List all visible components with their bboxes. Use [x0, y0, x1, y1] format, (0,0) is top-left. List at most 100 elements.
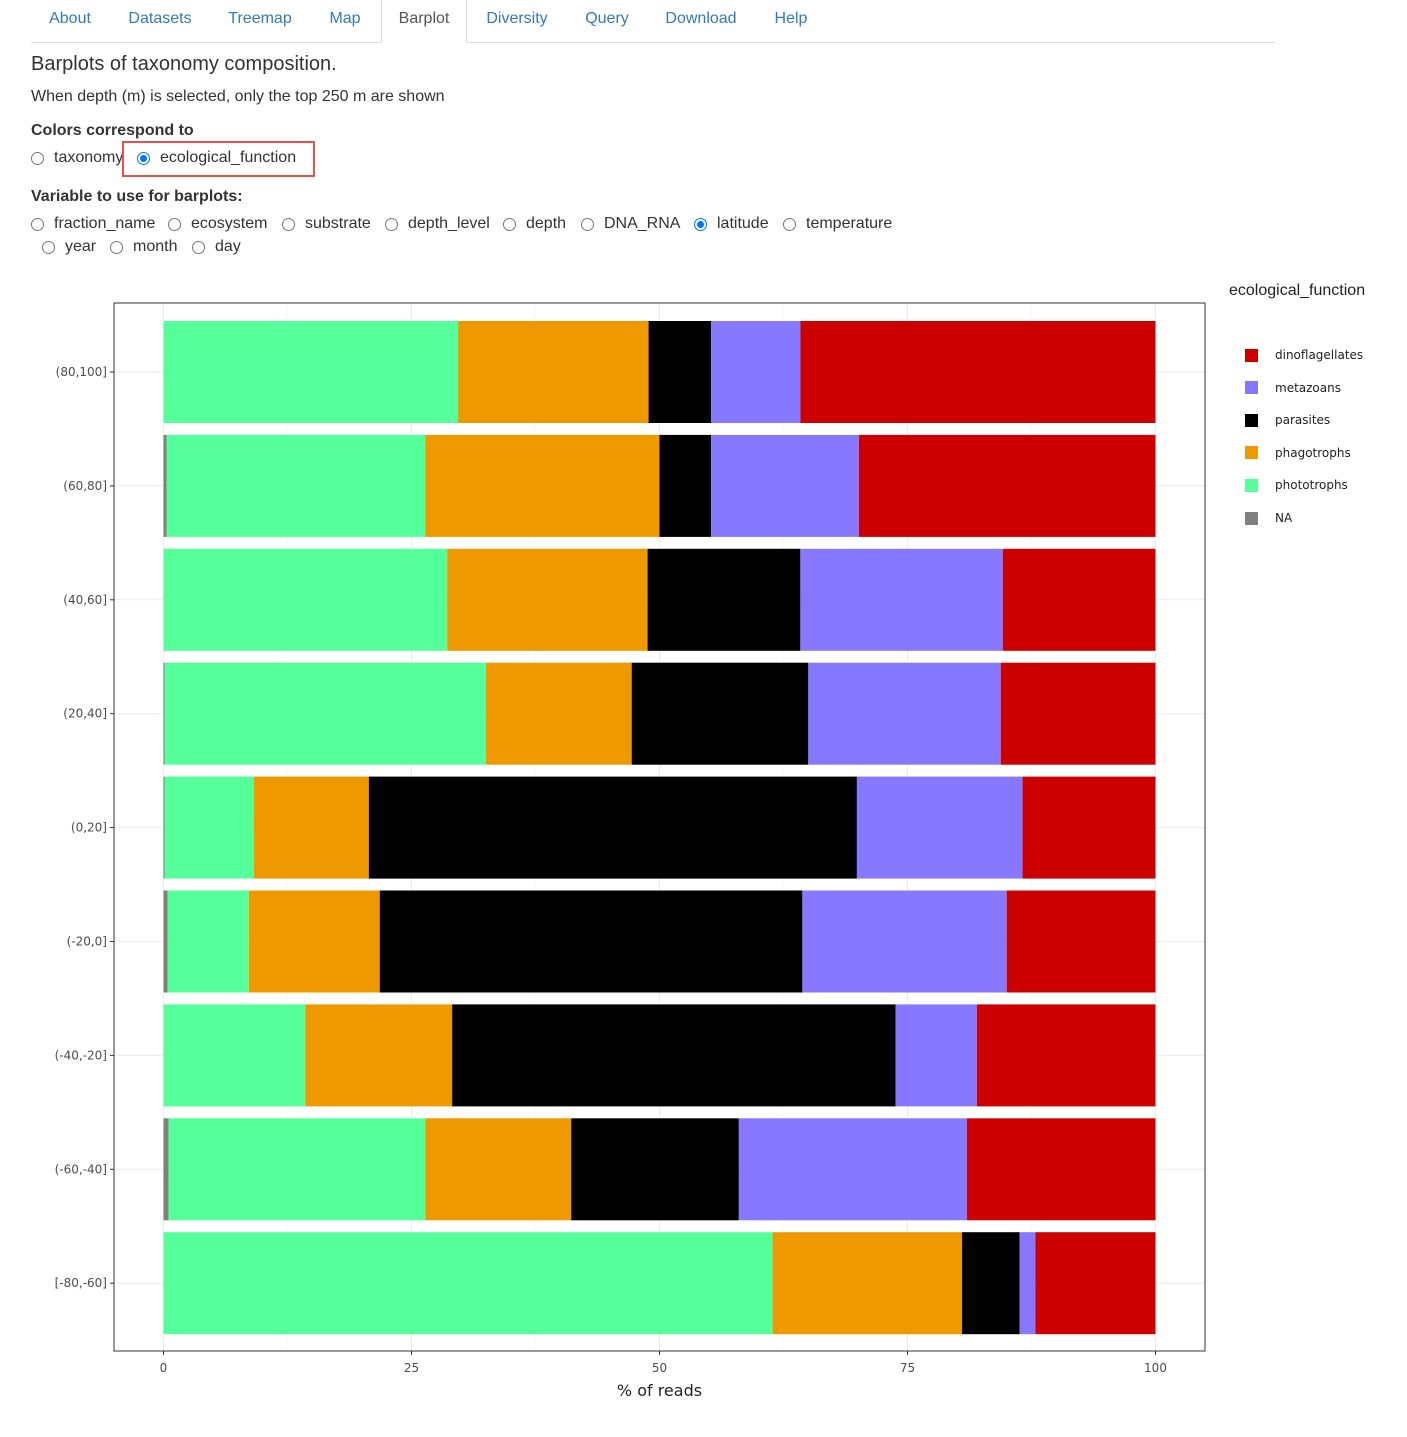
bar-metazoans-8 — [1019, 1232, 1036, 1335]
x-axis-label: % of reads — [617, 1381, 702, 1400]
radio-circle-icon[interactable] — [31, 217, 44, 231]
y-tick-label: (-20,0] — [67, 935, 107, 949]
bar-parasites-6 — [452, 1004, 896, 1107]
depth-note: When depth (m) is selected, only the top… — [31, 88, 445, 105]
bar-phagotrophs-4 — [253, 776, 369, 879]
bar-phagotrophs-8 — [772, 1232, 963, 1335]
variable-radio-day[interactable]: day — [192, 237, 241, 257]
tab-map[interactable]: Map — [329, 10, 361, 27]
x-tick-label: 50 — [652, 1361, 667, 1375]
bar-metazoans-5 — [802, 890, 1007, 993]
legend-item-parasites: parasites — [1245, 413, 1330, 427]
bar-metazoans-2 — [800, 548, 1003, 651]
variable-radio-substrate[interactable]: substrate — [282, 214, 371, 234]
bar-phototrophs-7 — [168, 1118, 426, 1221]
legend-label: phagotrophs — [1275, 445, 1351, 460]
radio-label: depth_level — [408, 215, 490, 232]
bar-dinoflagellates-0 — [800, 321, 1156, 423]
variable-radio-month[interactable]: month — [110, 237, 177, 257]
tab-help[interactable]: Help — [774, 10, 808, 27]
radio-circle-icon[interactable] — [581, 217, 594, 231]
legend-swatch — [1245, 446, 1258, 460]
radio-label: DNA_RNA — [604, 215, 681, 232]
radio-label: depth — [526, 215, 567, 232]
variable-radio-temperature[interactable]: temperature — [783, 214, 892, 234]
legend-label: parasites — [1275, 413, 1331, 428]
legend-swatch — [1245, 381, 1258, 395]
legend-swatch — [1245, 413, 1258, 427]
tab-datasets[interactable]: Datasets — [128, 10, 192, 27]
legend-label: phototrophs — [1275, 478, 1348, 493]
variable-radio-dna-rna[interactable]: DNA_RNA — [581, 214, 680, 234]
tab-barplot[interactable]: Barplot — [381, 0, 467, 43]
bar-metazoans-1 — [711, 434, 859, 537]
variable-radio-year[interactable]: year — [42, 237, 96, 257]
radio-label: year — [65, 238, 97, 255]
bar-phagotrophs-1 — [425, 434, 660, 537]
radio-label: taxonomy — [54, 149, 124, 166]
bar-na-7 — [163, 1118, 169, 1221]
radio-circle-icon[interactable] — [110, 240, 123, 254]
radio-label: month — [133, 238, 178, 255]
bar-dinoflagellates-3 — [1000, 662, 1156, 765]
bar-metazoans-3 — [808, 662, 1001, 765]
bar-parasites-2 — [647, 548, 801, 651]
tab-diversity[interactable]: Diversity — [486, 10, 548, 27]
tab-treemap[interactable]: Treemap — [228, 10, 292, 27]
tab-about[interactable]: About — [49, 10, 91, 27]
tab-query[interactable]: Query — [585, 10, 629, 27]
selection-highlight-box — [122, 141, 315, 177]
radio-circle-icon[interactable] — [192, 240, 205, 254]
bar-phagotrophs-6 — [305, 1004, 453, 1107]
y-tick-label: (60,80] — [63, 479, 107, 493]
legend-item-phagotrophs: phagotrophs — [1245, 446, 1351, 460]
variable-radio-depth[interactable]: depth — [503, 214, 566, 234]
radio-circle-icon[interactable] — [168, 217, 181, 231]
x-tick-label: 25 — [404, 1361, 419, 1375]
bar-dinoflagellates-2 — [1002, 548, 1156, 651]
barplot-chart: (80,100] (60,80] (40,60] (20,40] (0,20] (-20,… — [55, 302, 1206, 1400]
bar-parasites-0 — [648, 321, 712, 423]
bar-phagotrophs-2 — [447, 548, 648, 651]
legend-item-na: NA — [1245, 511, 1292, 525]
colors-radio-taxonomy[interactable]: taxonomy — [31, 148, 123, 168]
radio-circle-icon[interactable] — [385, 217, 398, 231]
radio-circle-icon[interactable] — [42, 240, 55, 254]
colors-radio-ecological-function[interactable]: ecological_function — [137, 148, 296, 168]
bar-phagotrophs-7 — [425, 1118, 572, 1221]
bar-na-3 — [163, 662, 165, 765]
colors-label: Colors correspond to — [31, 122, 194, 139]
legend-item-dinoflagellates: dinoflagellates — [1245, 348, 1363, 362]
radio-label: ecosystem — [191, 215, 268, 232]
page-title: Barplots of taxonomy composition. — [31, 53, 337, 75]
y-tick-label: (80,100] — [56, 365, 107, 379]
bar-dinoflagellates-5 — [1006, 890, 1156, 993]
variable-radio-fraction-name[interactable]: fraction_name — [31, 214, 155, 234]
radio-circle-icon[interactable] — [503, 217, 516, 231]
bar-na-4 — [163, 776, 165, 879]
legend-label: metazoans — [1275, 380, 1341, 395]
y-tick-label: (-40,-20] — [55, 1048, 107, 1062]
bar-phagotrophs-3 — [485, 662, 632, 765]
radio-circle-icon[interactable] — [694, 217, 707, 231]
legend-item-phototrophs: phototrophs — [1245, 478, 1348, 492]
radio-circle-icon[interactable] — [282, 217, 295, 231]
radio-circle-icon[interactable] — [31, 151, 44, 165]
legend-swatch — [1245, 478, 1258, 492]
radio-circle-icon[interactable] — [137, 151, 150, 165]
bar-phototrophs-5 — [167, 890, 249, 993]
radio-circle-icon[interactable] — [783, 217, 796, 231]
legend-item-metazoans: metazoans — [1245, 381, 1341, 395]
bar-dinoflagellates-7 — [967, 1118, 1156, 1221]
bar-phototrophs-4 — [164, 776, 254, 879]
variable-radio-ecosystem[interactable]: ecosystem — [168, 214, 267, 234]
bar-na-5 — [163, 890, 168, 993]
bar-phototrophs-1 — [166, 434, 426, 537]
bar-dinoflagellates-1 — [858, 434, 1156, 537]
radio-label: temperature — [806, 215, 893, 232]
bar-dinoflagellates-8 — [1035, 1232, 1156, 1335]
radio-label: fraction_name — [54, 215, 156, 232]
tab-download[interactable]: Download — [665, 10, 737, 27]
variable-radio-depth-level[interactable]: depth_level — [385, 214, 490, 234]
variable-radio-latitude[interactable]: latitude — [694, 214, 769, 234]
